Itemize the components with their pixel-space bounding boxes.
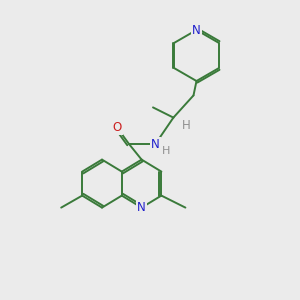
Text: H: H	[182, 119, 191, 132]
Text: H: H	[162, 146, 171, 156]
Text: O: O	[112, 121, 122, 134]
Text: N: N	[137, 201, 146, 214]
Text: N: N	[151, 137, 160, 151]
Text: N: N	[192, 23, 201, 37]
